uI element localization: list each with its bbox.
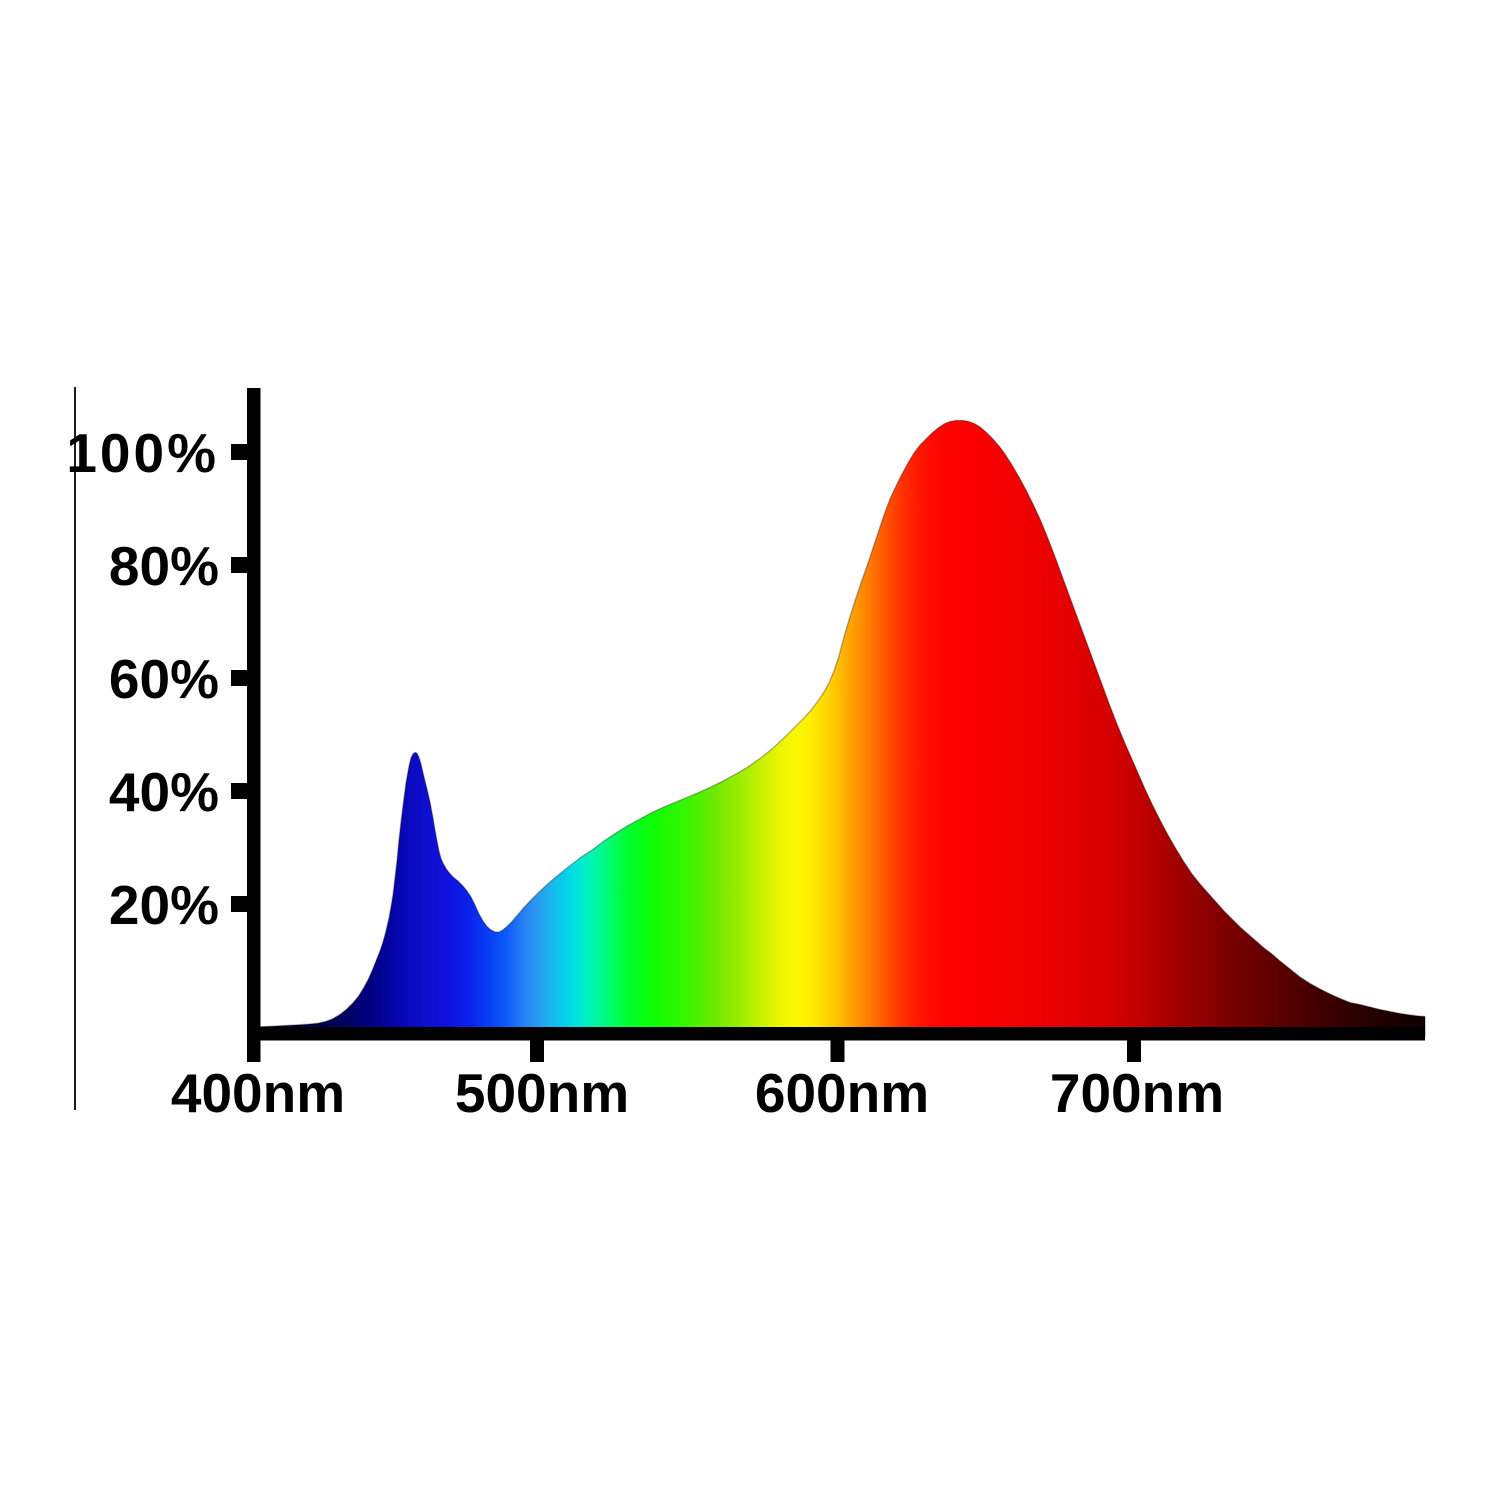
svg-text:40%: 40% — [109, 761, 219, 823]
svg-text:80%: 80% — [109, 535, 219, 597]
svg-text:700nm: 700nm — [1050, 1062, 1224, 1124]
svg-text:400nm: 400nm — [171, 1062, 345, 1124]
svg-text:600nm: 600nm — [755, 1062, 929, 1124]
svg-text:500nm: 500nm — [455, 1062, 629, 1124]
svg-text:100%: 100% — [66, 422, 219, 484]
svg-text:20%: 20% — [109, 874, 219, 936]
svg-text:60%: 60% — [109, 648, 219, 710]
